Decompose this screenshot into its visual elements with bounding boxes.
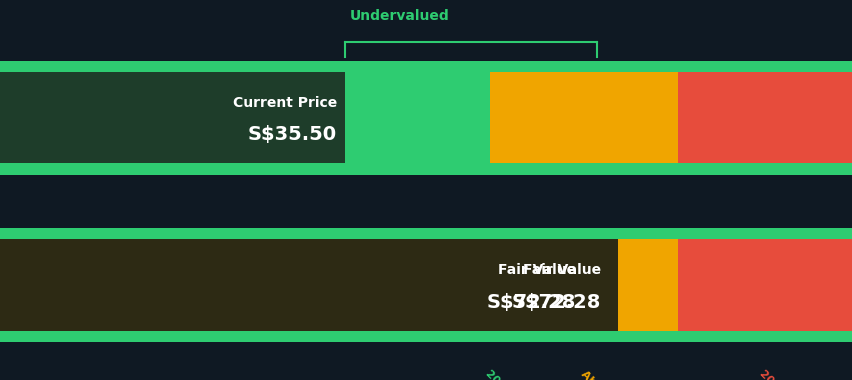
Text: Undervalued: Undervalued xyxy=(349,9,449,23)
Bar xyxy=(486,239,618,331)
Text: Fair Value: Fair Value xyxy=(497,263,575,277)
Bar xyxy=(0,239,490,331)
Bar xyxy=(0,61,490,175)
Bar xyxy=(677,61,852,175)
Bar xyxy=(0,72,345,163)
Text: 20% Overvalued: 20% Overvalued xyxy=(757,369,836,380)
Text: 20% Undervalued: 20% Undervalued xyxy=(483,369,567,380)
Text: S$35.50: S$35.50 xyxy=(248,125,337,144)
Bar xyxy=(677,228,852,342)
Bar xyxy=(0,331,852,342)
Text: Fair Value: Fair Value xyxy=(522,263,601,277)
Text: About Right: About Right xyxy=(579,369,638,380)
Bar xyxy=(490,228,677,342)
Bar xyxy=(0,228,852,239)
Bar xyxy=(0,61,852,72)
Text: S$72.28: S$72.28 xyxy=(511,293,601,312)
Text: Current Price: Current Price xyxy=(233,96,337,109)
Bar xyxy=(0,228,490,342)
Bar xyxy=(490,61,677,175)
Text: S$72.28: S$72.28 xyxy=(486,293,575,312)
Bar xyxy=(0,163,852,175)
